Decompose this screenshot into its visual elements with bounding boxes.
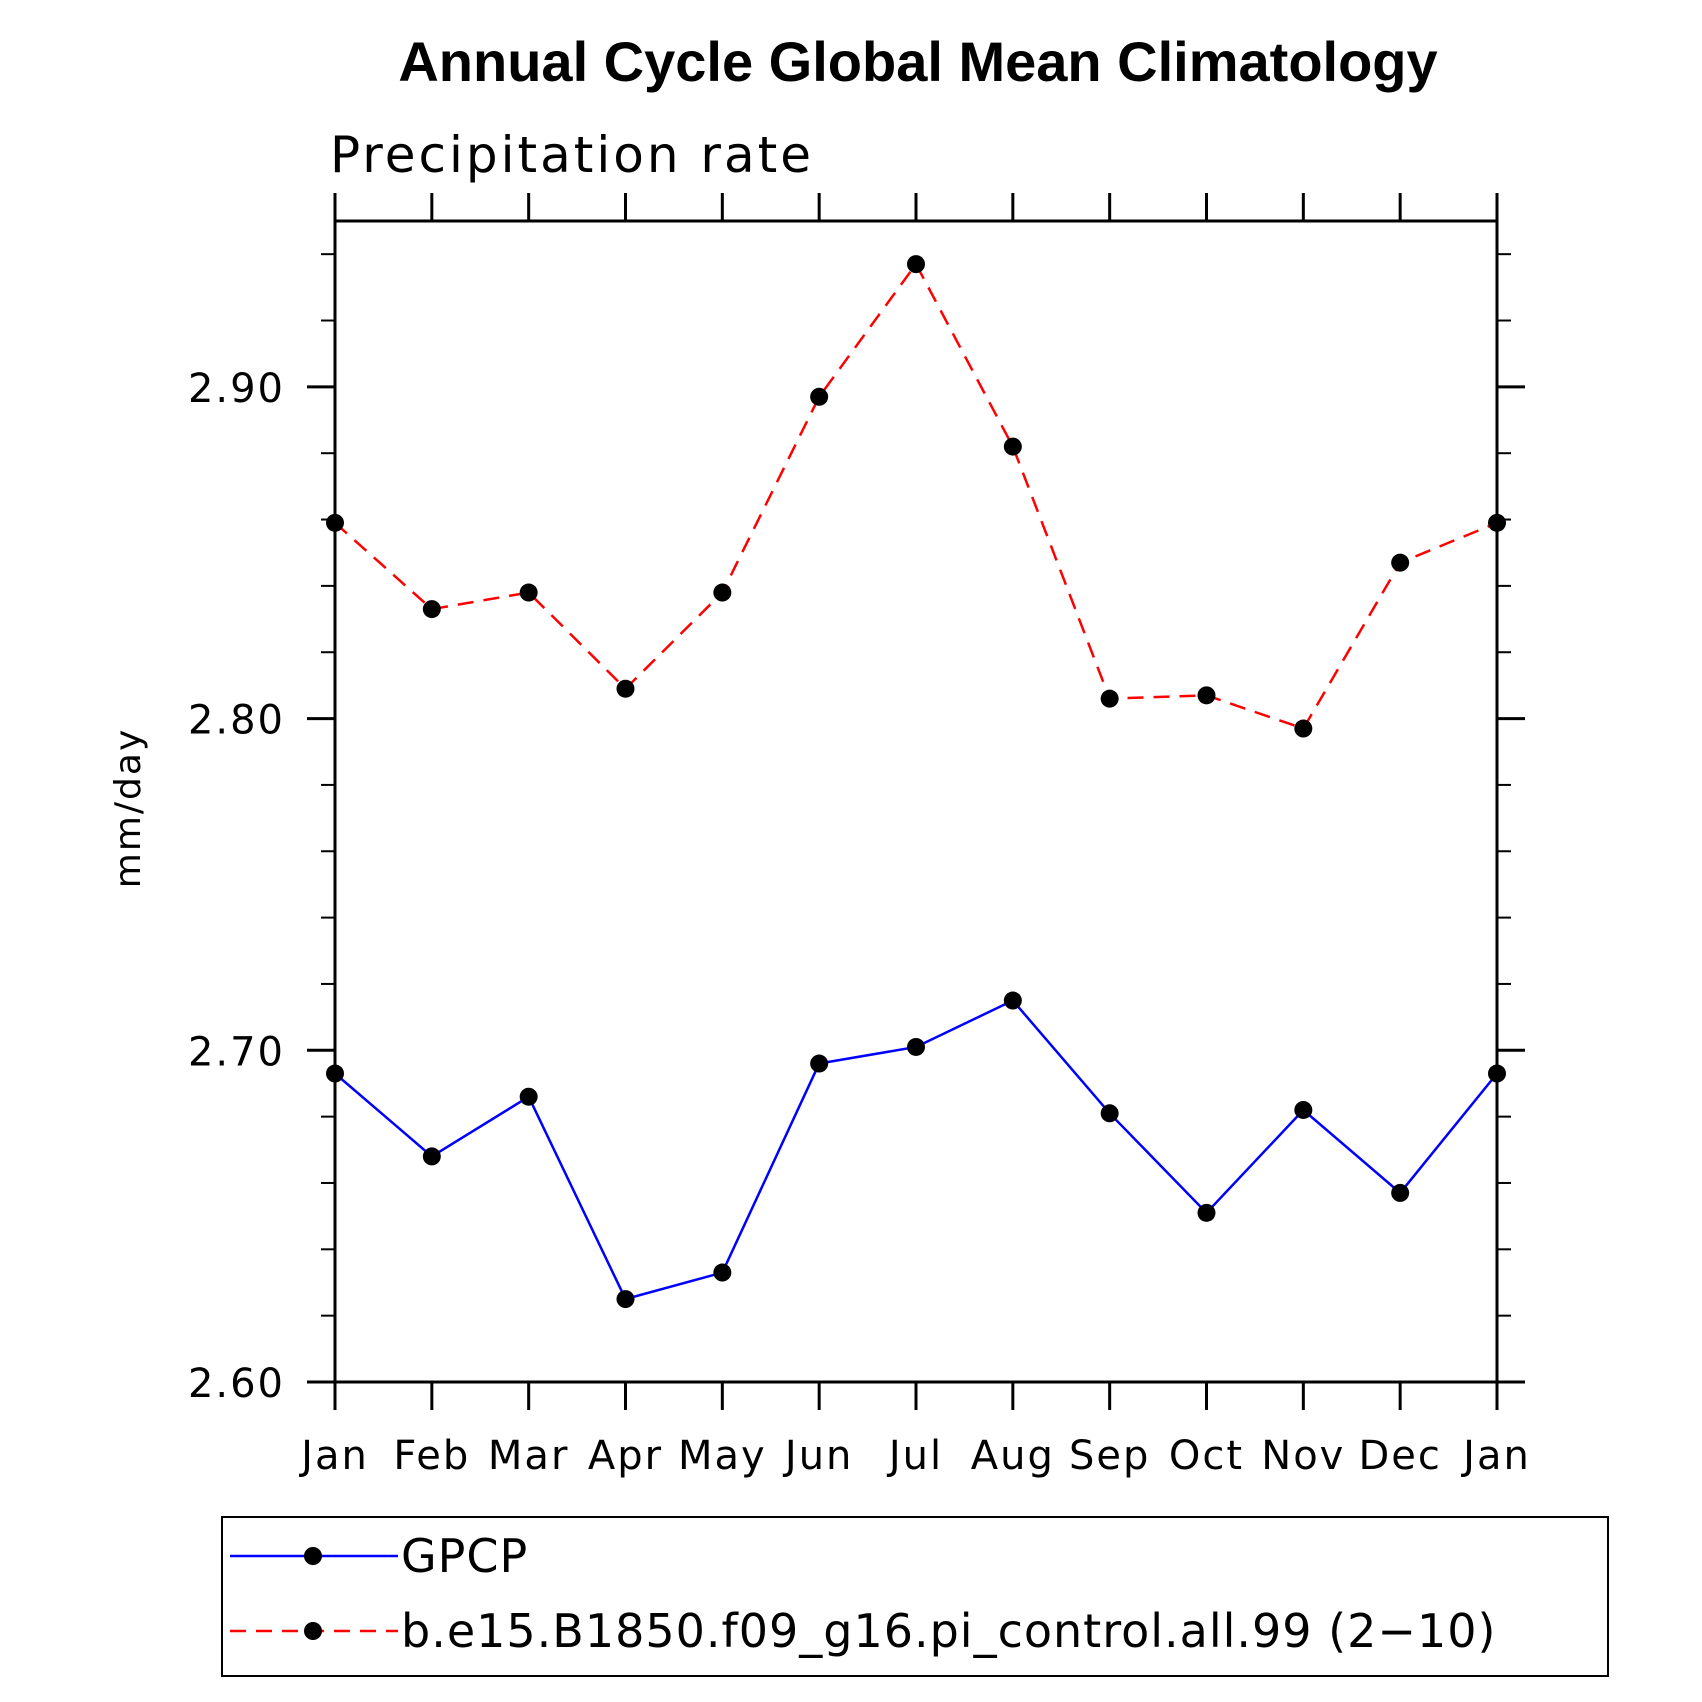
y-tick-label: 2.90: [188, 366, 285, 412]
series-1-point: [326, 1064, 344, 1083]
series-2-point: [1294, 719, 1313, 738]
y-tick-label: 2.60: [188, 1361, 285, 1407]
series-1-point: [1003, 991, 1022, 1010]
x-axis-tick-labels: Jan Feb Mar Apr May Jun Jul Aug Sep Oct Nov Dec Jan: [298, 1433, 1531, 1479]
series-2-point: [519, 583, 538, 602]
legend-entries: GPCP b.e15.B1850.f09_g16.pi_control.all.9…: [230, 1529, 1496, 1658]
legend-box: [221, 1516, 1609, 1677]
x-tick-label: Jul: [886, 1433, 943, 1479]
x-tick-label: Nov: [1261, 1433, 1345, 1479]
y-axis-label: mm/day: [108, 728, 149, 888]
x-tick-label: Jun: [782, 1433, 854, 1479]
legend-marker-1: [304, 1547, 322, 1565]
series-2-point: [422, 600, 441, 619]
series-2-point: [326, 513, 344, 532]
x-tick-label: Mar: [488, 1433, 569, 1479]
x-axis-ticks: [333, 193, 1499, 1410]
x-tick-label: Aug: [971, 1433, 1055, 1479]
series-2-point: [1100, 689, 1119, 708]
y-tick-label: 2.80: [188, 698, 285, 744]
y-tick-label: 2.70: [188, 1029, 285, 1075]
series-2-point: [907, 255, 925, 274]
series-1-point: [1197, 1203, 1216, 1222]
series-2-point: [1003, 437, 1022, 456]
series-2-point: [713, 583, 732, 602]
series-2-point: [1488, 513, 1506, 532]
series-2-point: [810, 387, 829, 406]
x-tick-label: Sep: [1069, 1433, 1150, 1479]
x-tick-label: Apr: [588, 1433, 663, 1479]
plot-frame: [333, 219, 1499, 1384]
x-tick-label: Jan: [298, 1433, 369, 1479]
series-1-point: [422, 1147, 441, 1166]
y-axis-tick-labels: 2.60 2.70 2.80 2.90: [188, 366, 285, 1407]
chart-title: Annual Cycle Global Mean Climatology: [398, 30, 1437, 93]
series-2-point: [616, 679, 635, 698]
series-1-point: [1100, 1104, 1119, 1123]
legend: GPCP b.e15.B1850.f09_g16.pi_control.all.9…: [221, 1516, 1609, 1677]
y-axis-ticks: [307, 253, 1525, 1384]
series-1-point: [519, 1087, 538, 1106]
series-1-point: [1294, 1100, 1313, 1119]
series-line-2: [334, 261, 1498, 731]
series-2-point: [1391, 553, 1410, 572]
series-1-point: [1391, 1183, 1410, 1202]
series-1-point: [907, 1037, 925, 1056]
series-layer: [326, 255, 1506, 1309]
chart-subtitle: Precipitation rate: [330, 126, 814, 184]
x-tick-label: Oct: [1169, 1433, 1244, 1479]
x-tick-label: Jan: [1460, 1433, 1531, 1479]
series-1-point: [1488, 1064, 1506, 1083]
x-tick-label: May: [678, 1433, 767, 1479]
x-tick-label: Feb: [393, 1433, 470, 1479]
x-tick-label: Dec: [1358, 1433, 1441, 1479]
legend-marker-2: [304, 1622, 322, 1640]
series-1-point: [713, 1263, 732, 1282]
legend-label-1: GPCP: [401, 1529, 528, 1583]
legend-label-2: b.e15.B1850.f09_g16.pi_control.all.99 (2…: [401, 1604, 1496, 1658]
series-1-point: [810, 1054, 829, 1073]
series-1-point: [616, 1290, 635, 1309]
series-2-point: [1197, 686, 1216, 705]
